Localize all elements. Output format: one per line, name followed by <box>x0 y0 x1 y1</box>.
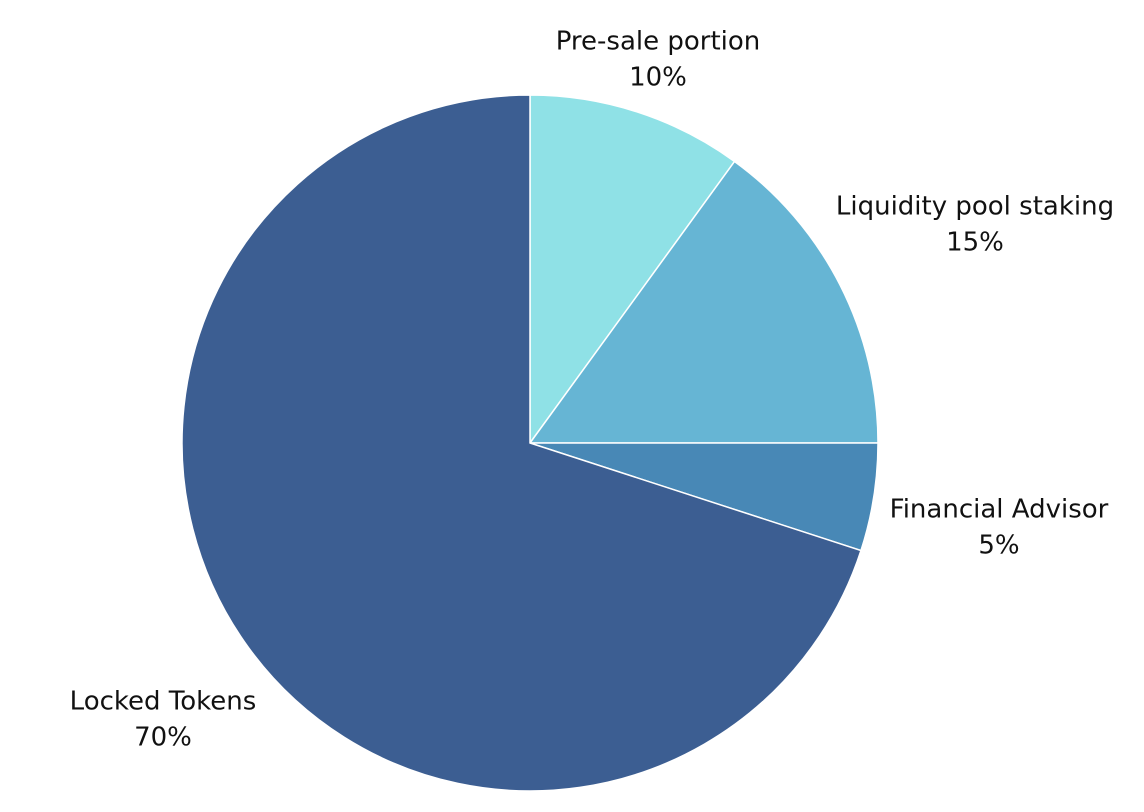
pie-slice-locked-tokens <box>181 94 862 792</box>
slice-label-financial-advisor: Financial Advisor <box>890 495 1109 525</box>
pie-slices <box>181 94 879 792</box>
pie-slice-liquidity-pool-staking <box>528 160 879 444</box>
slice-label-locked-tokens: Locked Tokens <box>70 687 257 717</box>
slice-label-liquidity-pool-staking: Liquidity pool staking <box>836 192 1114 222</box>
pie-slice-pre-sale-portion <box>529 94 736 446</box>
pie-labels: Pre-sale portion 10% Liquidity pool stakin… <box>70 27 1114 753</box>
slice-value-label-pre-sale-portion: 10% <box>629 63 687 93</box>
slice-value-label-liquidity-pool-staking: 15% <box>946 228 1004 258</box>
slice-label-pre-sale-portion: Pre-sale portion <box>556 27 761 57</box>
slice-value-label-financial-advisor: 5% <box>978 531 1019 561</box>
slice-value-label-locked-tokens: 70% <box>134 723 192 753</box>
